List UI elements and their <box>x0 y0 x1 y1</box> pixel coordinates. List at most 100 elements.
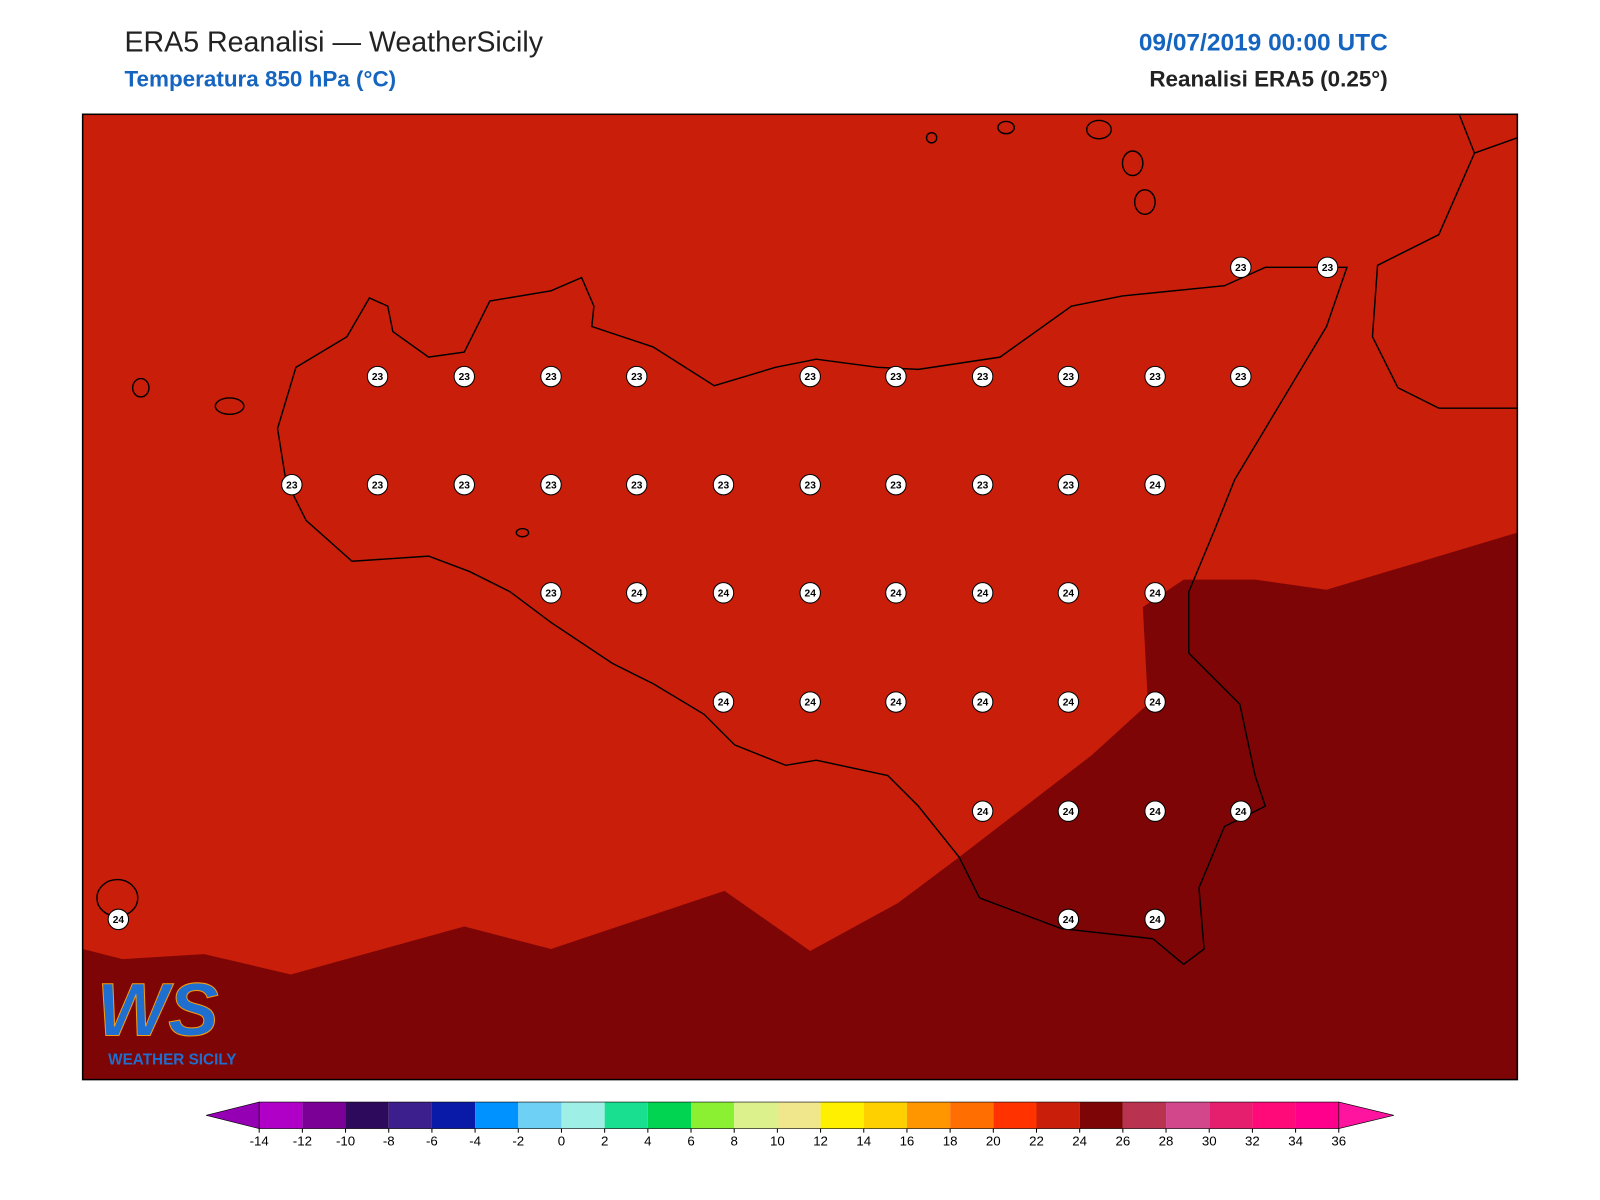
colorbar-over <box>1338 1101 1394 1129</box>
grid-value: 23 <box>1235 372 1247 383</box>
grid-value: 23 <box>459 480 471 491</box>
colorbar-tick-label: 22 <box>1029 1133 1044 1148</box>
colorbar-bin <box>1122 1102 1167 1129</box>
grid-value: 23 <box>805 480 817 491</box>
colorbar-bin <box>993 1102 1037 1129</box>
label-marker <box>1057 473 1080 496</box>
colorbar-tick-label: 8 <box>731 1133 738 1148</box>
logo: WS WEATHER SICILY <box>96 968 236 1069</box>
grid-value: 24 <box>718 698 730 709</box>
island <box>1121 150 1144 177</box>
colorbar-bin <box>604 1102 648 1129</box>
grid-value: 23 <box>372 372 384 383</box>
colorbar-tick-label: 0 <box>558 1133 565 1148</box>
colorbar-tick-label: -8 <box>383 1133 395 1148</box>
colorbar-tick-label: 26 <box>1115 1133 1130 1148</box>
colorbar-bin <box>906 1102 951 1129</box>
colorbar-bin <box>691 1102 735 1129</box>
label-marker <box>1316 256 1339 279</box>
grid-value: 23 <box>372 480 384 491</box>
colorbar-tick-label: 34 <box>1288 1133 1303 1148</box>
island <box>131 377 150 398</box>
label-marker <box>971 582 994 604</box>
colorbar-tick-label: 30 <box>1202 1133 1217 1148</box>
colorbar-bin <box>1295 1102 1339 1129</box>
grid-value: 23 <box>631 480 643 491</box>
label-marker <box>107 908 130 931</box>
colorbar-tick-label: -4 <box>469 1133 481 1148</box>
colorbar-bin <box>302 1102 346 1129</box>
colorbar-bin <box>1079 1102 1123 1129</box>
grid-value: 23 <box>286 480 298 491</box>
grid-value: 24 <box>805 589 817 600</box>
colorbar-tick-label: 2 <box>601 1133 608 1148</box>
colorbar-tick-label: 10 <box>770 1133 785 1148</box>
colorbar-bin <box>1209 1102 1253 1129</box>
grid-value: 23 <box>1063 372 1075 383</box>
label-marker <box>799 582 821 604</box>
label-marker <box>626 365 648 388</box>
colorbar-bin <box>431 1102 476 1129</box>
label-marker <box>626 582 648 604</box>
label-marker <box>366 365 389 388</box>
grid-value: 23 <box>890 480 902 491</box>
label-marker <box>971 473 994 496</box>
colorbar-bin <box>1252 1102 1296 1129</box>
colorbar-tick-label: 28 <box>1159 1133 1174 1148</box>
colorbar: -14 -12 -10 -8 -6 -4 -2 0 2 4 6 8 10 12 14 16 18 20 22 24 26… <box>206 1101 1394 1148</box>
colorbar-tick-label: 36 <box>1331 1133 1346 1148</box>
label-marker <box>885 473 907 496</box>
colorbar-bin <box>820 1102 864 1129</box>
calabria-coast <box>1371 114 1518 409</box>
grid-value: 24 <box>977 589 989 600</box>
colorbar-bin <box>345 1102 389 1129</box>
grid-value: 24 <box>1063 915 1075 926</box>
map-frame <box>81 113 1519 1081</box>
colorbar-tick-label: -6 <box>426 1133 438 1148</box>
label-marker <box>1144 800 1166 822</box>
grid-value: 24 <box>1063 589 1075 600</box>
grid-value: 24 <box>1063 807 1075 818</box>
label-marker <box>453 365 475 388</box>
label-marker <box>885 365 907 388</box>
island <box>1086 119 1112 140</box>
colorbar-tick-label: -12 <box>293 1133 312 1148</box>
grid-value: 24 <box>113 915 125 926</box>
island <box>515 527 530 538</box>
colorbar-tick-label: 32 <box>1245 1133 1260 1148</box>
colorbar-tick-label: 24 <box>1072 1133 1087 1148</box>
colorbar-tick-label: -2 <box>512 1133 524 1148</box>
label-marker <box>971 365 994 388</box>
grid-value: 24 <box>1063 698 1075 709</box>
label-marker <box>1057 800 1080 822</box>
sicily-coast <box>276 266 1348 966</box>
logo-text: WEATHER SICILY <box>108 1051 236 1068</box>
colorbar-bin <box>259 1102 303 1129</box>
colorbar-tick-label: 6 <box>687 1133 694 1148</box>
label-marker <box>1144 365 1166 388</box>
grid-value: 24 <box>718 589 730 600</box>
colorbar-tick-label: 20 <box>986 1133 1001 1148</box>
label-marker <box>885 582 907 604</box>
grid-value: 24 <box>1149 480 1161 491</box>
colorbar-tick-label: 12 <box>813 1133 828 1148</box>
island <box>214 397 245 415</box>
label-marker <box>712 691 735 713</box>
grid-value: 23 <box>1322 263 1334 274</box>
grid-value: 24 <box>805 698 817 709</box>
coastlines <box>96 114 1518 966</box>
label-marker <box>1144 582 1166 604</box>
label-marker <box>799 691 821 713</box>
grid-value: 23 <box>977 372 989 383</box>
label-marker <box>1057 691 1080 713</box>
label-marker <box>1144 473 1166 496</box>
island <box>997 120 1015 135</box>
label-marker <box>626 473 648 496</box>
grid-value: 24 <box>1235 807 1247 818</box>
colorbar-bin <box>518 1102 562 1129</box>
colorbar-bin <box>777 1102 821 1129</box>
colorbar-tick-label: -10 <box>336 1133 355 1148</box>
grid-value: 23 <box>545 589 557 600</box>
label-marker <box>1230 800 1252 822</box>
